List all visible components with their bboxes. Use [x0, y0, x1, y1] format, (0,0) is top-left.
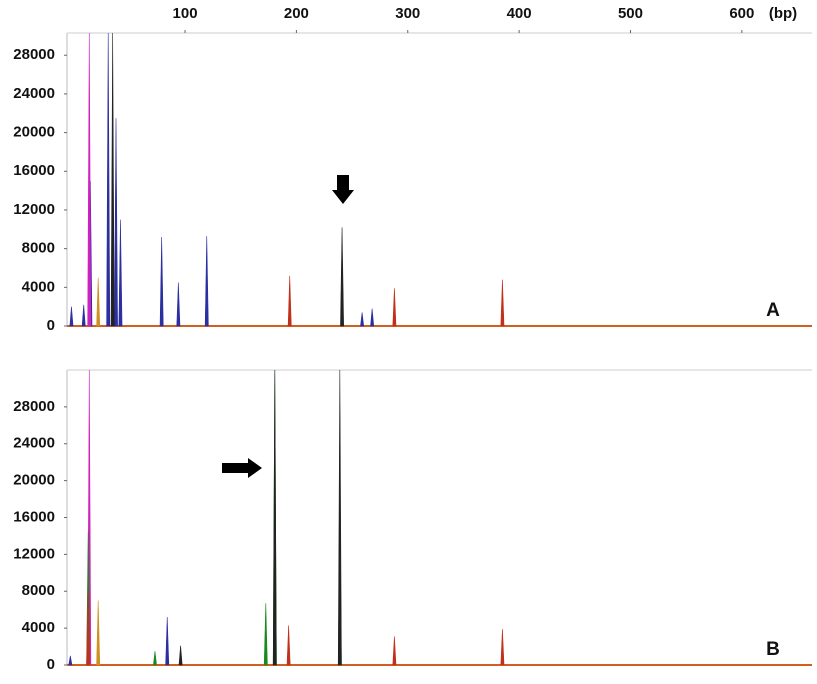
peak: [286, 625, 291, 666]
y-tick-label: 28000: [13, 398, 55, 415]
y-tick-label: 28000: [13, 46, 55, 63]
peak: [263, 603, 268, 666]
peak: [287, 275, 292, 327]
peak: [392, 288, 397, 327]
y-tick-label: 24000: [13, 435, 55, 452]
peak: [69, 306, 74, 327]
peak: [68, 655, 73, 666]
x-tick-label: 600: [729, 5, 754, 22]
y-tick-label: 20000: [13, 472, 55, 489]
x-tick-label: 100: [173, 5, 198, 22]
peak: [81, 304, 86, 327]
peak: [153, 651, 157, 666]
x-tick-label: 400: [507, 5, 532, 22]
peak: [178, 645, 183, 666]
y-tick-label: 0: [47, 317, 55, 334]
y-tick-label: 4000: [22, 278, 55, 295]
peak: [96, 600, 101, 666]
peak: [118, 219, 123, 327]
peak: [500, 279, 505, 327]
peak: [370, 308, 375, 327]
peak: [87, 32, 92, 327]
y-tick-label: 12000: [13, 545, 55, 562]
peak: [159, 237, 164, 327]
panel-label: A: [766, 300, 780, 321]
peak: [86, 591, 91, 666]
y-tick-label: 8000: [22, 240, 55, 257]
x-tick-label: 300: [395, 5, 420, 22]
peak: [392, 636, 397, 666]
y-tick-label: 8000: [22, 582, 55, 599]
peak: [272, 369, 277, 666]
peak: [96, 277, 101, 327]
peak: [500, 629, 505, 666]
peak: [204, 236, 209, 327]
y-tick-label: 24000: [13, 85, 55, 102]
arrow-right: [222, 458, 262, 478]
peak: [114, 118, 118, 327]
peak: [176, 282, 181, 327]
panel-label: B: [766, 639, 780, 660]
x-tick-label: 500: [618, 5, 643, 22]
peak: [110, 32, 115, 327]
y-tick-label: 0: [47, 656, 55, 673]
x-axis-label: (bp): [769, 5, 797, 22]
y-tick-label: 12000: [13, 201, 55, 218]
arrow-down: [332, 175, 354, 204]
peak: [340, 227, 344, 327]
y-tick-label: 20000: [13, 124, 55, 141]
y-tick-label: 16000: [13, 508, 55, 525]
peak: [106, 32, 111, 327]
x-tick-label: 200: [284, 5, 309, 22]
peak: [337, 369, 342, 666]
peak: [360, 312, 365, 327]
y-tick-label: 16000: [13, 162, 55, 179]
y-tick-label: 4000: [22, 619, 55, 636]
peak: [165, 617, 170, 666]
